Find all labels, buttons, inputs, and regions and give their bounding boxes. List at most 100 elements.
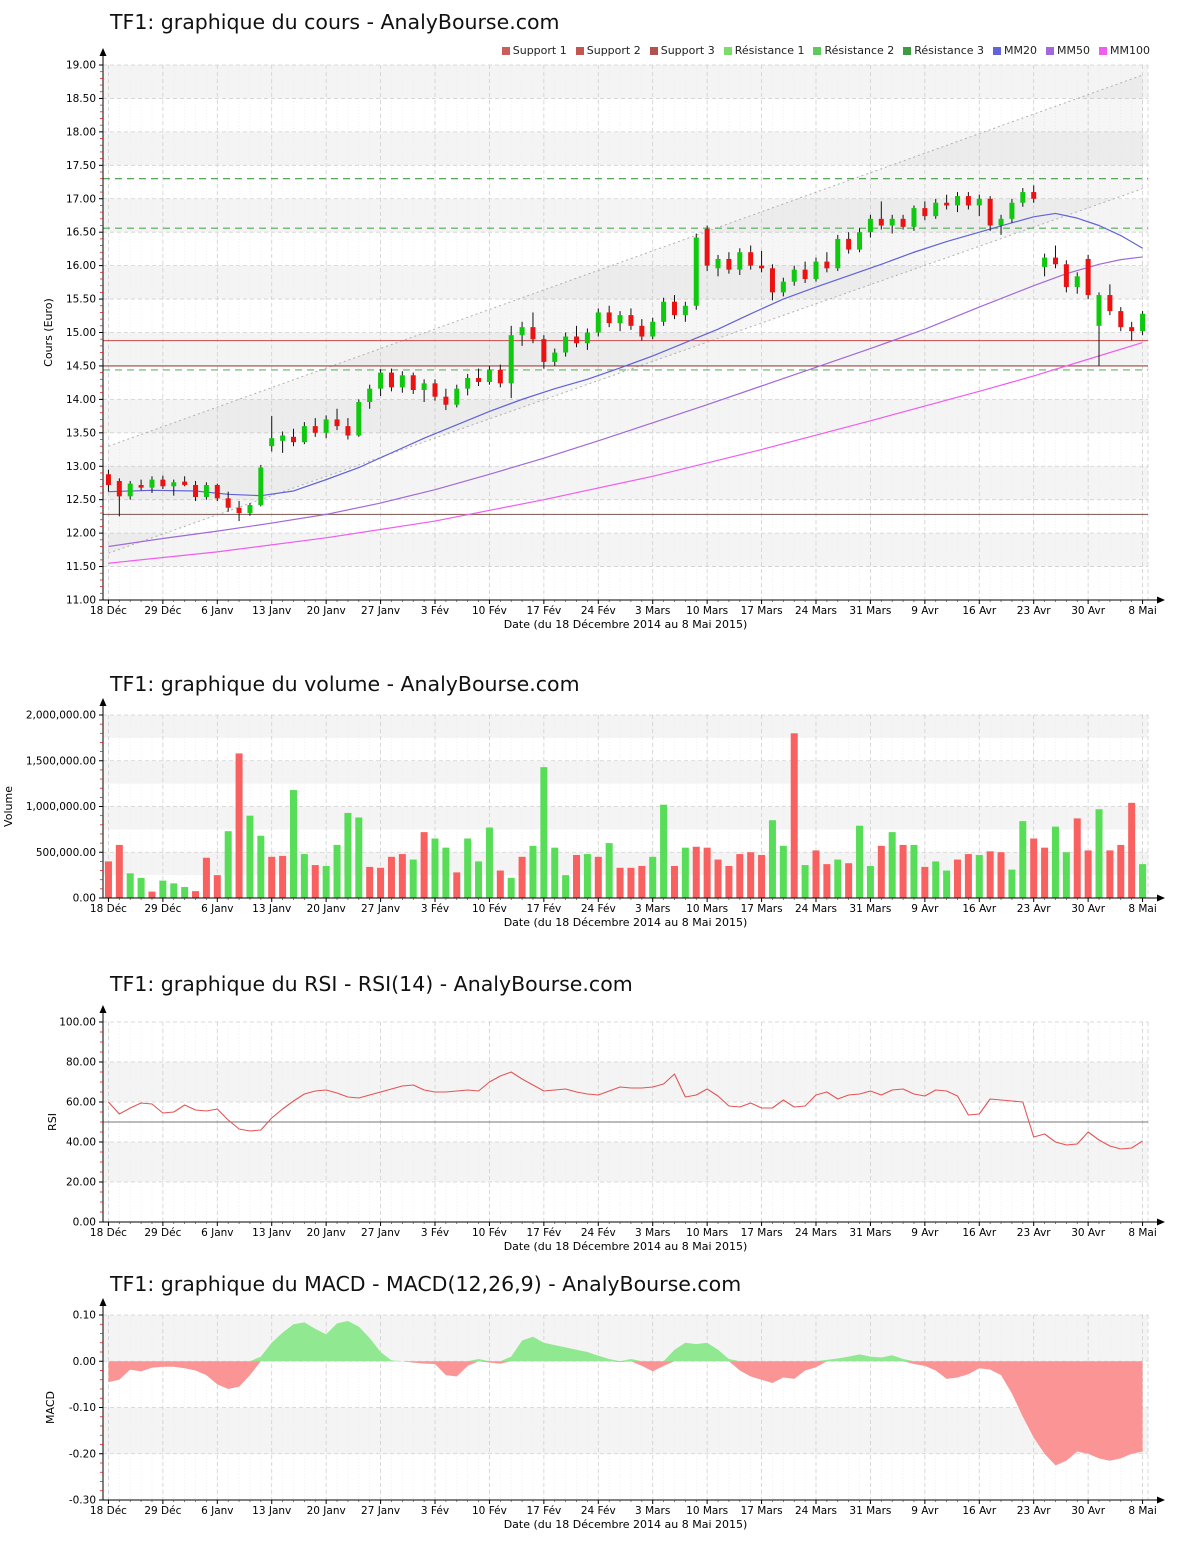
legend-item: Support 2 — [575, 44, 641, 57]
svg-text:Date (du 18 Décembre 2014 au 8: Date (du 18 Décembre 2014 au 8 Mai 2015) — [504, 1240, 748, 1253]
svg-text:10 Fév: 10 Fév — [472, 1227, 507, 1239]
svg-text:16 Avr: 16 Avr — [962, 1505, 996, 1517]
svg-text:RSI: RSI — [46, 1113, 59, 1131]
svg-text:24 Fév: 24 Fév — [581, 1227, 616, 1239]
svg-text:Volume: Volume — [2, 786, 15, 827]
svg-text:24 Fév: 24 Fév — [581, 1505, 616, 1517]
svg-text:9 Avr: 9 Avr — [911, 1505, 939, 1517]
price-chart-legend: Support 1 Support 2 Support 3 Résistance 1 R… — [501, 44, 1150, 57]
svg-text:20 Janv: 20 Janv — [307, 903, 346, 915]
svg-text:8 Mai: 8 Mai — [1128, 903, 1156, 915]
svg-text:18 Déc: 18 Déc — [90, 605, 127, 617]
svg-text:24 Mars: 24 Mars — [795, 1227, 837, 1239]
svg-text:23 Avr: 23 Avr — [1017, 605, 1051, 617]
svg-text:11.50: 11.50 — [66, 561, 96, 573]
svg-text:18.00: 18.00 — [66, 126, 96, 138]
legend-swatch — [993, 46, 1002, 55]
legend-item: Support 3 — [649, 44, 715, 57]
svg-text:24 Fév: 24 Fév — [581, 903, 616, 915]
svg-text:18 Déc: 18 Déc — [90, 1505, 127, 1517]
svg-text:18 Déc: 18 Déc — [90, 1227, 127, 1239]
svg-text:9 Avr: 9 Avr — [911, 605, 939, 617]
svg-text:19.00: 19.00 — [66, 60, 96, 72]
svg-text:11.00: 11.00 — [66, 595, 96, 607]
svg-text:23 Avr: 23 Avr — [1017, 1505, 1051, 1517]
svg-text:0.00: 0.00 — [73, 1356, 96, 1368]
svg-text:9 Avr: 9 Avr — [911, 1227, 939, 1239]
svg-text:17 Mars: 17 Mars — [741, 903, 783, 915]
legend-item: Résistance 1 — [723, 44, 805, 57]
svg-text:MACD: MACD — [44, 1391, 57, 1424]
svg-text:17 Fév: 17 Fév — [526, 1505, 561, 1517]
legend-swatch — [1046, 46, 1055, 55]
price-chart-panel: TF1: graphique du cours - AnalyBourse.co… — [0, 0, 1200, 660]
svg-text:31 Mars: 31 Mars — [849, 903, 891, 915]
svg-text:13 Janv: 13 Janv — [252, 903, 291, 915]
svg-text:15.50: 15.50 — [66, 294, 96, 306]
svg-text:17.00: 17.00 — [66, 193, 96, 205]
svg-text:31 Mars: 31 Mars — [849, 1227, 891, 1239]
svg-text:24 Fév: 24 Fév — [581, 605, 616, 617]
svg-text:100.00: 100.00 — [59, 1017, 96, 1029]
svg-text:30 Avr: 30 Avr — [1071, 1227, 1105, 1239]
svg-text:16 Avr: 16 Avr — [962, 605, 996, 617]
svg-text:17 Fév: 17 Fév — [526, 1227, 561, 1239]
svg-text:10 Fév: 10 Fév — [472, 903, 507, 915]
svg-text:3 Fév: 3 Fév — [421, 605, 449, 617]
svg-text:10 Mars: 10 Mars — [686, 903, 728, 915]
svg-text:17 Mars: 17 Mars — [741, 1505, 783, 1517]
svg-text:18 Déc: 18 Déc — [90, 903, 127, 915]
svg-text:23 Avr: 23 Avr — [1017, 1227, 1051, 1239]
svg-text:31 Mars: 31 Mars — [849, 1505, 891, 1517]
svg-text:24 Mars: 24 Mars — [795, 903, 837, 915]
svg-text:16 Avr: 16 Avr — [962, 1227, 996, 1239]
legend-swatch — [501, 46, 510, 55]
legend-item: MM20 — [993, 44, 1037, 57]
svg-text:13 Janv: 13 Janv — [252, 605, 291, 617]
svg-text:16.50: 16.50 — [66, 227, 96, 239]
legend-label: MM20 — [1004, 44, 1038, 57]
svg-text:17 Mars: 17 Mars — [741, 1227, 783, 1239]
svg-text:2,000,000.00: 2,000,000.00 — [26, 710, 96, 722]
legend-label: Résistance 1 — [734, 44, 805, 57]
svg-text:29 Déc: 29 Déc — [144, 903, 181, 915]
legend-label: Support 1 — [512, 44, 567, 57]
svg-text:12.50: 12.50 — [66, 494, 96, 506]
svg-text:0.10: 0.10 — [73, 1310, 96, 1322]
rsi-chart-panel: TF1: graphique du RSI - RSI(14) - AnalyB… — [0, 960, 1200, 1260]
svg-text:500,000.00: 500,000.00 — [36, 847, 96, 859]
svg-text:20 Janv: 20 Janv — [307, 1227, 346, 1239]
volume-chart-panel: TF1: graphique du volume - AnalyBourse.c… — [0, 660, 1200, 960]
svg-text:10 Mars: 10 Mars — [686, 605, 728, 617]
legend-swatch — [1099, 46, 1108, 55]
svg-text:6 Janv: 6 Janv — [201, 1227, 233, 1239]
svg-text:27 Janv: 27 Janv — [361, 903, 400, 915]
volume-chart-title: TF1: graphique du volume - AnalyBourse.c… — [110, 672, 580, 696]
svg-text:80.00: 80.00 — [66, 1057, 96, 1069]
svg-text:24 Mars: 24 Mars — [795, 1505, 837, 1517]
svg-text:0.00: 0.00 — [73, 1217, 96, 1229]
svg-text:-0.30: -0.30 — [69, 1495, 96, 1507]
svg-text:-0.10: -0.10 — [69, 1402, 96, 1414]
svg-text:0.00: 0.00 — [73, 893, 96, 905]
svg-text:13 Janv: 13 Janv — [252, 1227, 291, 1239]
svg-text:9 Avr: 9 Avr — [911, 903, 939, 915]
svg-text:27 Janv: 27 Janv — [361, 605, 400, 617]
legend-swatch — [649, 46, 658, 55]
svg-text:40.00: 40.00 — [66, 1137, 96, 1149]
svg-text:17 Mars: 17 Mars — [741, 605, 783, 617]
svg-text:3 Mars: 3 Mars — [635, 605, 670, 617]
legend-swatch — [903, 46, 912, 55]
svg-text:10 Mars: 10 Mars — [686, 1227, 728, 1239]
legend-item: MM100 — [1099, 44, 1150, 57]
svg-text:8 Mai: 8 Mai — [1128, 1505, 1156, 1517]
svg-text:60.00: 60.00 — [66, 1097, 96, 1109]
legend-label: Résistance 3 — [914, 44, 985, 57]
svg-text:30 Avr: 30 Avr — [1071, 605, 1105, 617]
legend-item: MM50 — [1046, 44, 1090, 57]
legend-label: Support 2 — [586, 44, 641, 57]
volume-chart-canvas: 2,000,000.00 1,500,000.00 1,000,000.00 500,… — [2, 698, 1165, 929]
svg-text:20 Janv: 20 Janv — [307, 1505, 346, 1517]
legend-swatch — [575, 46, 584, 55]
